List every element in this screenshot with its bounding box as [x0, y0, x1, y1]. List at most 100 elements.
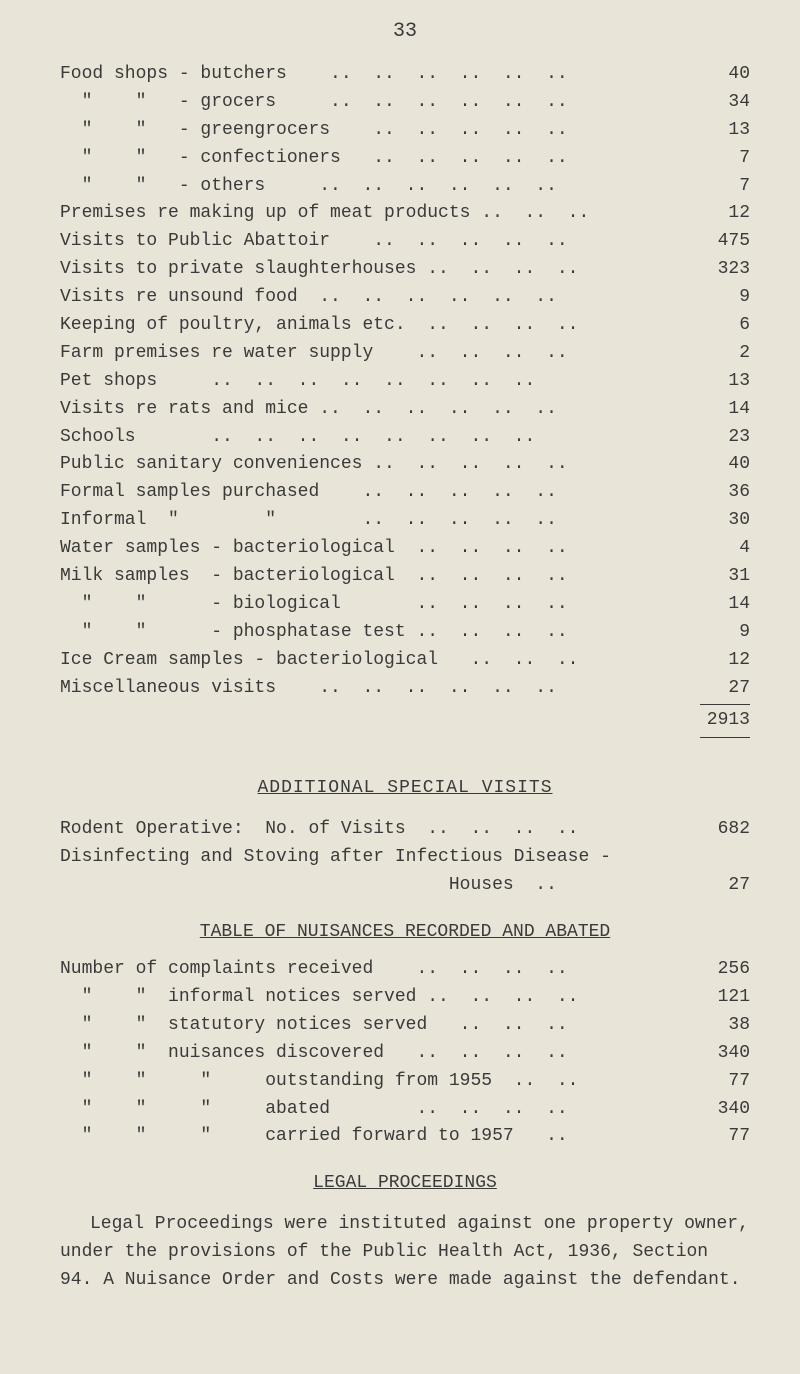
table-row: Number of complaints received .. .. .. .… — [60, 956, 750, 984]
table-row: Farm premises re water supply .. .. .. .… — [60, 340, 750, 368]
table-row: Water samples - bacteriological .. .. ..… — [60, 535, 750, 563]
table-row: " " statutory notices served .. .. ..38 — [60, 1012, 750, 1040]
row-label: Visits to private slaughterhouses .. .. … — [60, 256, 690, 284]
row-label: " " " abated .. .. .. .. — [60, 1096, 690, 1124]
table-row: " " " outstanding from 1955 .. ..77 — [60, 1068, 750, 1096]
row-value: 38 — [690, 1012, 750, 1040]
row-value: 121 — [690, 984, 750, 1012]
row-label: " " statutory notices served .. .. .. — [60, 1012, 690, 1040]
row-value: 12 — [690, 647, 750, 675]
page: 33 Food shops - butchers .. .. .. .. .. … — [0, 0, 800, 1335]
row-label: Houses .. — [60, 872, 690, 900]
row-label: " " informal notices served .. .. .. .. — [60, 984, 690, 1012]
table-row: Keeping of poultry, animals etc. .. .. .… — [60, 312, 750, 340]
row-label: " " - greengrocers .. .. .. .. .. — [60, 117, 690, 145]
row-label: " " nuisances discovered .. .. .. .. — [60, 1040, 690, 1068]
row-value: 4 — [690, 535, 750, 563]
row-label: " " - others .. .. .. .. .. .. — [60, 173, 690, 201]
row-label: Ice Cream samples - bacteriological .. .… — [60, 647, 690, 675]
row-label: " " " carried forward to 1957 .. — [60, 1123, 690, 1151]
table-row: Visits to private slaughterhouses .. .. … — [60, 256, 750, 284]
row-value: 40 — [690, 451, 750, 479]
table-row: " " - biological .. .. .. ..14 — [60, 591, 750, 619]
table-row: " " - others .. .. .. .. .. ..7 — [60, 173, 750, 201]
section-title-additional: ADDITIONAL SPECIAL VISITS — [60, 778, 750, 798]
table-row: Premises re making up of meat products .… — [60, 200, 750, 228]
section-title-legal: LEGAL PROCEEDINGS — [60, 1173, 750, 1193]
rule-line — [700, 704, 750, 705]
row-value: 27 — [690, 675, 750, 703]
table-row: Miscellaneous visits .. .. .. .. .. ..27 — [60, 675, 750, 703]
legal-paragraph: Legal Proceedings were instituted agains… — [60, 1211, 750, 1295]
row-value: 2 — [690, 340, 750, 368]
table-row: " " - confectioners .. .. .. .. ..7 — [60, 145, 750, 173]
row-value: 14 — [690, 396, 750, 424]
section1-table: Rodent Operative: No. of Visits .. .. ..… — [60, 816, 750, 900]
table-row: Ice Cream samples - bacteriological .. .… — [60, 647, 750, 675]
row-label: Pet shops .. .. .. .. .. .. .. .. — [60, 368, 690, 396]
table-row: Food shops - butchers .. .. .. .. .. ..4… — [60, 61, 750, 89]
row-label: " " - grocers .. .. .. .. .. .. — [60, 89, 690, 117]
table-row: " " - greengrocers .. .. .. .. ..13 — [60, 117, 750, 145]
row-label: Visits re rats and mice .. .. .. .. .. .… — [60, 396, 690, 424]
main-total: 2913 — [690, 707, 750, 735]
table-row: " " " carried forward to 1957 ..77 — [60, 1123, 750, 1151]
row-label: Milk samples - bacteriological .. .. .. … — [60, 563, 690, 591]
table-row: Schools .. .. .. .. .. .. .. ..23 — [60, 424, 750, 452]
table-row: Disinfecting and Stoving after Infectiou… — [60, 844, 750, 872]
table-row: Visits re rats and mice .. .. .. .. .. .… — [60, 396, 750, 424]
row-label: " " - biological .. .. .. .. — [60, 591, 690, 619]
row-label: Food shops - butchers .. .. .. .. .. .. — [60, 61, 690, 89]
row-value: 7 — [690, 173, 750, 201]
table-row: Visits to Public Abattoir .. .. .. .. ..… — [60, 228, 750, 256]
table-row: Pet shops .. .. .. .. .. .. .. ..13 — [60, 368, 750, 396]
row-label: " " - phosphatase test .. .. .. .. — [60, 619, 690, 647]
row-value: 475 — [690, 228, 750, 256]
table-row: Public sanitary conveniences .. .. .. ..… — [60, 451, 750, 479]
row-label: Keeping of poultry, animals etc. .. .. .… — [60, 312, 690, 340]
row-value: 9 — [690, 284, 750, 312]
row-value: 40 — [690, 61, 750, 89]
section2-table: Number of complaints received .. .. .. .… — [60, 956, 750, 1151]
main-table: Food shops - butchers .. .. .. .. .. ..4… — [60, 61, 750, 702]
row-value: 77 — [690, 1123, 750, 1151]
rule-line — [700, 737, 750, 738]
row-value: 34 — [690, 89, 750, 117]
row-label: " " " outstanding from 1955 .. .. — [60, 1068, 690, 1096]
row-value: 682 — [690, 816, 750, 844]
row-label: Number of complaints received .. .. .. .… — [60, 956, 690, 984]
row-label: Public sanitary conveniences .. .. .. ..… — [60, 451, 690, 479]
row-value: 12 — [690, 200, 750, 228]
row-label: Farm premises re water supply .. .. .. .… — [60, 340, 690, 368]
row-value: 9 — [690, 619, 750, 647]
row-value: 7 — [690, 145, 750, 173]
row-label: Miscellaneous visits .. .. .. .. .. .. — [60, 675, 690, 703]
row-value: 13 — [690, 117, 750, 145]
row-label: " " - confectioners .. .. .. .. .. — [60, 145, 690, 173]
table-row: " " informal notices served .. .. .. ..1… — [60, 984, 750, 1012]
row-value: 340 — [690, 1096, 750, 1124]
row-value: 30 — [690, 507, 750, 535]
row-value: 323 — [690, 256, 750, 284]
table-row: " " nuisances discovered .. .. .. ..340 — [60, 1040, 750, 1068]
main-total-row: 2913 — [60, 707, 750, 735]
table-row: " " " abated .. .. .. ..340 — [60, 1096, 750, 1124]
table-row: Houses ..27 — [60, 872, 750, 900]
table-row: Milk samples - bacteriological .. .. .. … — [60, 563, 750, 591]
row-value: 13 — [690, 368, 750, 396]
row-value: 36 — [690, 479, 750, 507]
row-label: Water samples - bacteriological .. .. ..… — [60, 535, 690, 563]
row-value: 256 — [690, 956, 750, 984]
row-label: Disinfecting and Stoving after Infectiou… — [60, 844, 690, 872]
row-value: 27 — [690, 872, 750, 900]
row-value: 31 — [690, 563, 750, 591]
row-label: Informal " " .. .. .. .. .. — [60, 507, 690, 535]
row-value: 340 — [690, 1040, 750, 1068]
row-label: Rodent Operative: No. of Visits .. .. ..… — [60, 816, 690, 844]
table-row: Formal samples purchased .. .. .. .. ..3… — [60, 479, 750, 507]
row-label: Premises re making up of meat products .… — [60, 200, 690, 228]
table-row: Visits re unsound food .. .. .. .. .. ..… — [60, 284, 750, 312]
page-number: 33 — [60, 20, 750, 43]
table-row: " " - grocers .. .. .. .. .. ..34 — [60, 89, 750, 117]
row-value: 23 — [690, 424, 750, 452]
